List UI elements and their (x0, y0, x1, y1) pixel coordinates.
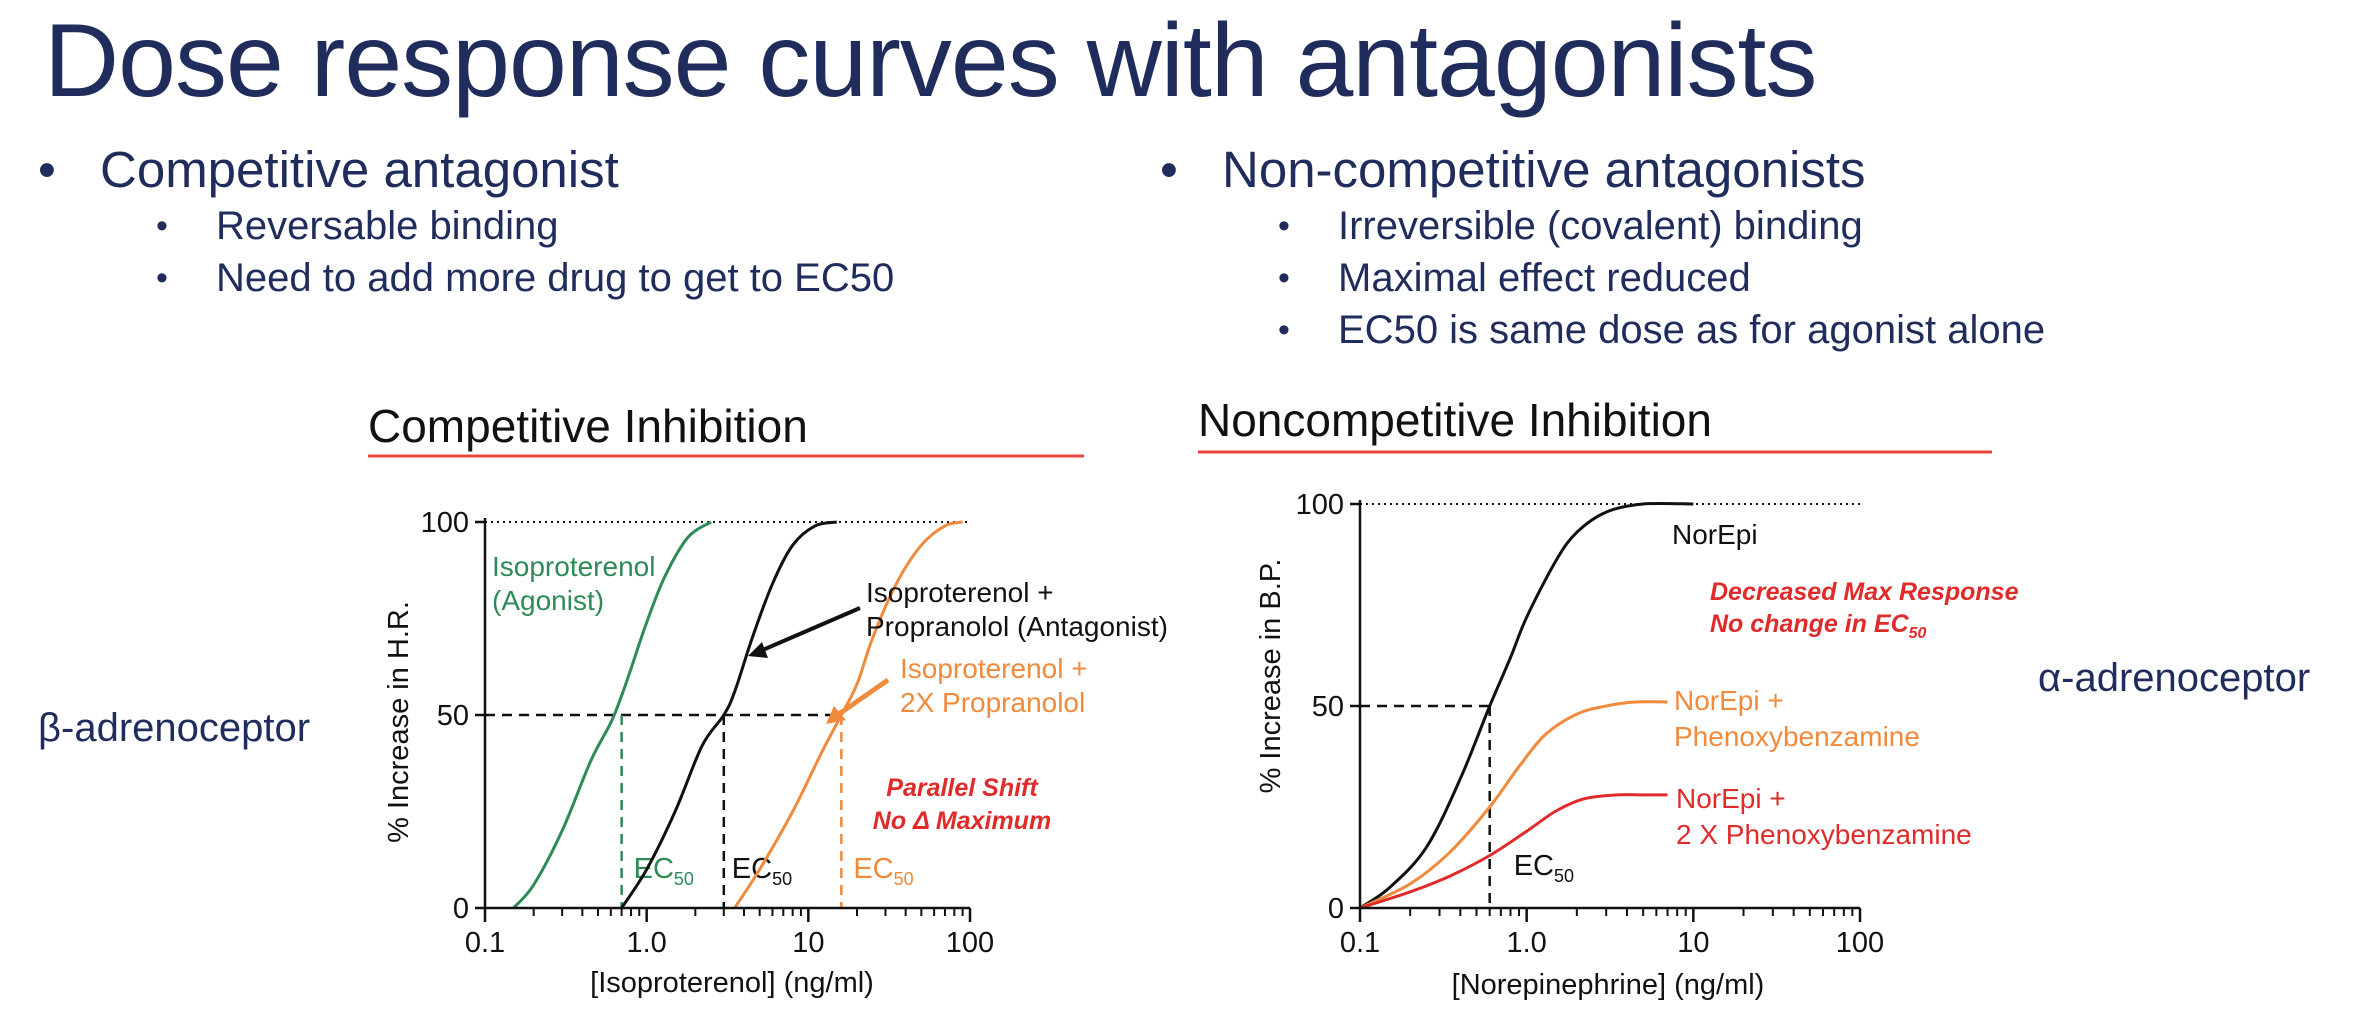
ec50-label: EC50 (853, 853, 913, 889)
antagonist2-arrow (834, 677, 890, 719)
alpha-adrenoceptor-label: α-adrenoceptor (2038, 656, 2311, 700)
decreased-max-label: Decreased Max Response (1710, 578, 2019, 606)
x-tick-label: 0.1 (465, 927, 505, 959)
chart-title: Noncompetitive Inhibition (1198, 394, 1712, 446)
series-line (1359, 793, 1668, 910)
y-tick-label: 100 (421, 507, 469, 539)
bullet-dot: • (1278, 207, 1290, 245)
sub-bullet: • Need to add more drug to get to EC50 (38, 252, 894, 304)
competitive-chart-svg: Competitive Inhibition EC50 EC50 EC50 0.1 1… (368, 400, 1168, 999)
bullet-dot: • (156, 259, 168, 297)
ec50-label-text: EC (1514, 850, 1554, 882)
bullet-competitive: • Competitive antagonist (38, 140, 894, 200)
bullet-dot: • (38, 141, 56, 198)
sub-bullet: • Maximal effect reduced (1160, 252, 2045, 304)
sub-bullet-text: Maximal effect reduced (1338, 256, 1751, 300)
no-ec50-change-text: No change in EC (1710, 610, 1910, 638)
y-tick-label: 50 (437, 700, 469, 732)
noncompetitive-chart-svg: Noncompetitive Inhibition EC50 0.1 1.0 10 1… (1198, 394, 2019, 1001)
antagonist2-label-line1: Isoproterenol + (900, 653, 1088, 684)
sub-bullet: • Irreversible (covalent) binding (1160, 200, 2045, 252)
no-ec50-change-label: No change in EC50 (1710, 610, 1927, 642)
bullet-dot: • (156, 207, 168, 245)
ec50-label-subscript: 50 (894, 869, 914, 889)
no-max-change-label: No Δ Maximum (873, 807, 1051, 835)
ec50-label: EC50 (634, 853, 694, 889)
sub-bullet-text: Reversable binding (216, 204, 559, 248)
sub-bullet: • EC50 is same dose as for agonist alone (1160, 304, 2045, 356)
series-line (512, 520, 712, 910)
pheno-label-line1: NorEpi + (1674, 685, 1784, 716)
sub-bullet-text: EC50 is same dose as for agonist alone (1338, 308, 2046, 352)
antagonist-label-line1: Isoproterenol + (866, 577, 1054, 608)
bullet-dot: • (1278, 311, 1290, 349)
antagonist-arrow (757, 606, 861, 654)
bullet-text: Non-competitive antagonists (1222, 141, 1866, 198)
series-line (733, 520, 963, 909)
ec50-label: EC50 (732, 853, 792, 889)
y-tick-label: 50 (1312, 691, 1344, 723)
sub-bullet: • Reversable binding (38, 200, 894, 252)
ec50-label-subscript: 50 (1554, 866, 1574, 886)
ec50-label-subscript: 50 (674, 869, 694, 889)
series-line (1359, 700, 1668, 910)
series-line (620, 520, 838, 909)
beta-adrenoceptor-label: β-adrenoceptor (38, 706, 311, 750)
ec50-label-subscript: 50 (772, 869, 792, 889)
left-bullet-column: • Competitive antagonist • Reversable bi… (38, 140, 894, 304)
ec50-label: EC50 (1514, 850, 1574, 886)
antagonist-label-line2: Propranolol (Antagonist) (866, 611, 1168, 642)
sub-bullet-text: Need to add more drug to get to EC50 (216, 256, 895, 300)
bullet-text: Competitive antagonist (100, 141, 619, 198)
no-ec50-change-subscript: 50 (1909, 625, 1927, 642)
antagonist-arrowhead (748, 642, 768, 658)
pheno-label-line2: Phenoxybenzamine (1674, 721, 1920, 752)
y-tick-label: 0 (453, 893, 469, 925)
chart-title: Competitive Inhibition (368, 400, 808, 452)
y-tick-label: 0 (1328, 893, 1344, 925)
parallel-shift-label: Parallel Shift (886, 774, 1039, 802)
x-axis-label: [Norepinephrine] (ng/ml) (1452, 969, 1765, 1001)
x-tick-label: 0.1 (1340, 927, 1380, 959)
slide-title: Dose response curves with antagonists (44, 3, 1817, 119)
y-tick-label: 100 (1296, 489, 1344, 521)
x-tick-label: 10 (1677, 927, 1709, 959)
y-axis-label: % Increase in B.P. (1255, 559, 1287, 794)
agonist-label-line2: (Agonist) (492, 585, 604, 616)
agonist-label-line1: Isoproterenol (492, 551, 655, 582)
competitive-chart: Competitive Inhibition EC50 EC50 EC50 0.1 1… (360, 380, 1200, 1025)
pheno2-label-line1: NorEpi + (1676, 783, 1786, 814)
x-tick-label: 1.0 (1507, 927, 1547, 959)
x-tick-label: 1.0 (627, 927, 667, 959)
pheno2-label-line2: 2 X Phenoxybenzamine (1676, 819, 1972, 850)
antagonist2-arrowhead (826, 706, 846, 724)
ec50-label-text: EC (853, 853, 893, 885)
series-line (1359, 501, 1694, 910)
bullet-noncompetitive: • Non-competitive antagonists (1160, 140, 2045, 200)
bullet-dot: • (1160, 141, 1178, 198)
y-axis-label: % Increase in H.R. (383, 601, 415, 843)
noncompetitive-chart: Noncompetitive Inhibition EC50 0.1 1.0 10 1… (1190, 380, 2050, 1025)
right-bullet-column: • Non-competitive antagonists • Irrevers… (1160, 140, 2045, 356)
antagonist2-label-line2: 2X Propranolol (900, 687, 1085, 718)
bullet-dot: • (1278, 259, 1290, 297)
sub-bullet-text: Irreversible (covalent) binding (1338, 204, 1863, 248)
norepi-label: NorEpi (1672, 519, 1758, 550)
x-tick-label: 100 (946, 927, 994, 959)
x-axis-label: [Isoproterenol] (ng/ml) (590, 967, 874, 999)
x-tick-label: 10 (792, 927, 824, 959)
x-tick-label: 100 (1836, 927, 1884, 959)
